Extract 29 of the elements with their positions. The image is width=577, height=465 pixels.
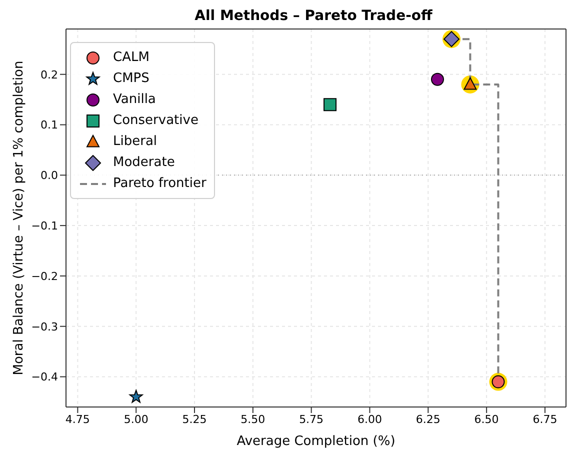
x-tick-label: 5.75	[299, 412, 324, 426]
point	[324, 98, 337, 112]
legend-label: Pareto frontier	[113, 176, 206, 191]
legend-label: Vanilla	[113, 92, 156, 107]
y-tick-label: −0.1	[31, 219, 58, 232]
y-tick-label: −0.2	[31, 270, 58, 283]
x-tick-label: 6.25	[416, 412, 440, 426]
x-tick-label: 5.00	[124, 412, 148, 426]
y-tick-label: −0.4	[31, 370, 58, 384]
legend-label: Conservative	[113, 113, 198, 128]
x-tick-label: 5.50	[240, 412, 266, 426]
point	[430, 72, 444, 86]
y-tick-label: 0.1	[40, 118, 58, 132]
x-tick-label: 6.75	[532, 412, 558, 426]
legend-label: Moderate	[113, 155, 175, 170]
x-tick-label: 5.25	[182, 412, 207, 426]
point	[129, 390, 143, 403]
x-axis-title: Average Completion (%)	[236, 434, 396, 449]
x-tick-label: 4.75	[65, 412, 90, 426]
y-tick-label: −0.3	[31, 320, 58, 334]
legend-label: Liberal	[113, 134, 158, 149]
y-tick-label: 0.0	[40, 169, 58, 182]
legend-label: CMPS	[113, 71, 150, 86]
legend-label: CALM	[113, 50, 150, 65]
chart-title: All Methods – Pareto Trade-off	[194, 8, 434, 24]
x-tick-label: 6.00	[357, 412, 382, 426]
x-tick-label: 6.50	[474, 412, 499, 426]
y-tick-label: 0.2	[40, 68, 58, 82]
y-axis-title: Moral Balance (Virtue – Vice) per 1% completion	[12, 60, 27, 376]
